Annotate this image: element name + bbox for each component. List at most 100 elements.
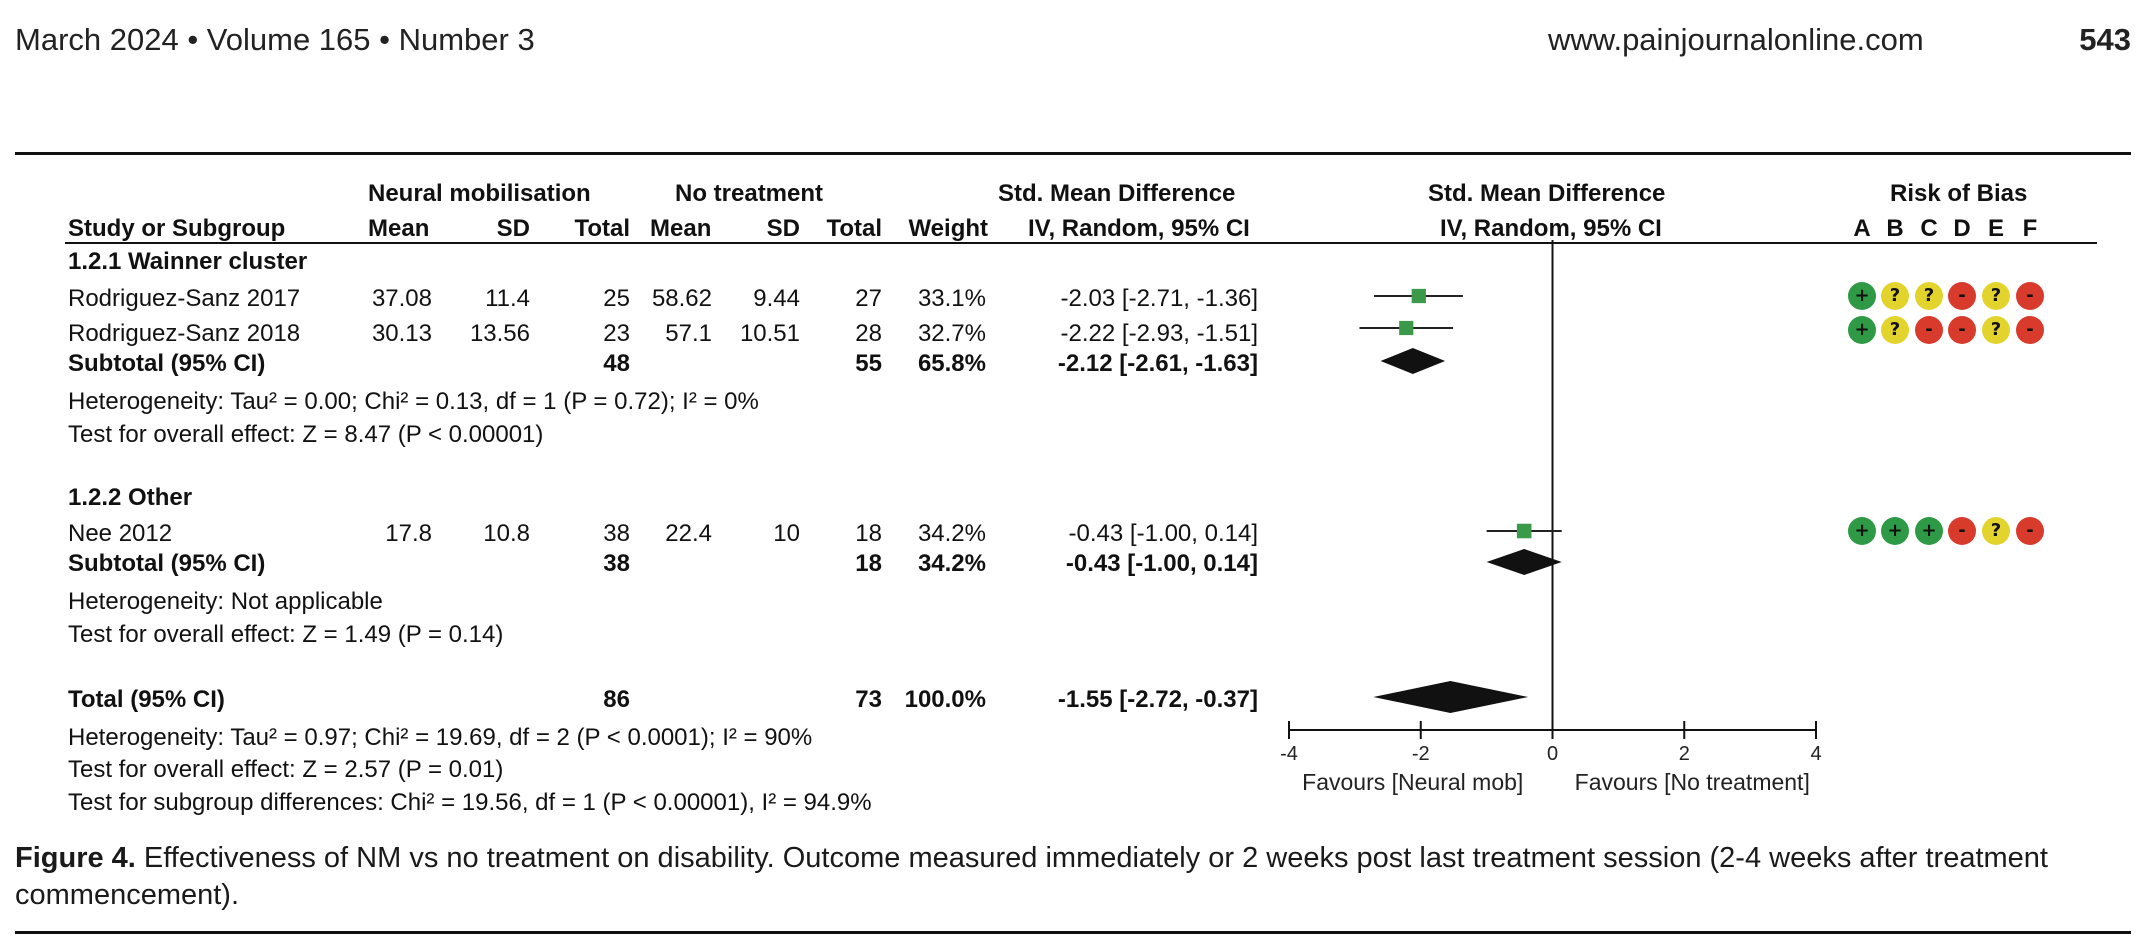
smd-header-title: Std. Mean Difference [998, 180, 1236, 207]
group2-header: No treatment [675, 180, 824, 207]
weight-cell: 33.1% [917, 285, 986, 312]
study-marker [1399, 320, 1414, 336]
sd2-cell: 9.44 [753, 285, 800, 312]
rob-judgement: ? [1982, 282, 2010, 310]
mean2-col-header: Mean [650, 215, 712, 242]
n2-cell: 28 [855, 320, 882, 347]
plot-header-title: Std. Mean Difference [1428, 180, 1666, 207]
mean2-cell: 22.4 [665, 520, 712, 547]
subtotal-weight: 65.8% [917, 350, 986, 377]
subtotal-weight: 34.2% [917, 550, 986, 577]
rob-judgement: - [2016, 517, 2044, 545]
mean1-cell: 17.8 [385, 520, 432, 547]
rob-letter: F [2022, 215, 2038, 242]
subtotal-label: Subtotal (95% CI) [68, 350, 266, 377]
rob-judgement: - [2016, 316, 2044, 344]
plot-method-header: IV, Random, 95% CI [1440, 215, 1662, 242]
subgroup-1-title: 1.2.1 Wainner cluster [68, 248, 308, 275]
n1-cell: 25 [603, 285, 630, 312]
rob-judgement: + [1848, 316, 1876, 344]
ci-cell: -0.43 [-1.00, 0.14] [1068, 520, 1258, 547]
heterogeneity-text: Heterogeneity: Not applicable [68, 588, 383, 615]
top-rule [15, 152, 2131, 155]
weight-cell: 32.7% [917, 320, 986, 347]
total-n1: 86 [603, 686, 630, 713]
subgroup-differences-text: Test for subgroup differences: Chi² = 19… [68, 789, 872, 816]
rob-judgement: + [1848, 282, 1876, 310]
sd1-cell: 10.8 [483, 520, 530, 547]
rob-judgement: ? [1982, 517, 2010, 545]
subtotal-label: Subtotal (95% CI) [68, 550, 266, 577]
group1-header: Neural mobilisation [368, 180, 591, 207]
header-rule [65, 242, 2097, 244]
rob-judgement: ? [1982, 316, 2010, 344]
figure-caption: Figure 4. Effectiveness of NM vs no trea… [15, 840, 2135, 914]
ci-cell: -2.22 [-2.93, -1.51] [1060, 320, 1258, 347]
mean1-cell: 37.08 [371, 285, 432, 312]
favours-left-label: Favours [Neural mob] [1302, 769, 1523, 795]
subtotal-n2: 55 [855, 350, 882, 377]
x-tick-label: 0 [1547, 743, 1558, 765]
caption-text: Effectiveness of NM vs no treatment on d… [15, 842, 2048, 911]
sd1-cell: 11.4 [485, 285, 530, 312]
subtotal-ci: -0.43 [-1.00, 0.14] [1065, 550, 1258, 577]
pooled-diamond [1486, 549, 1562, 575]
total-overall-effect-text: Test for overall effect: Z = 2.57 (P = 0… [68, 756, 504, 783]
subgroup-2-title: 1.2.2 Other [68, 484, 193, 511]
caption-label: Figure 4. [15, 842, 136, 874]
mean2-cell: 57.1 [665, 320, 712, 347]
page-number: 543 [2079, 22, 2131, 57]
favours-right-label: Favours [No treatment] [1575, 769, 1810, 795]
overall-effect-text: Test for overall effect: Z = 8.47 (P < 0… [68, 421, 544, 448]
x-tick-label: -2 [1412, 743, 1430, 765]
mean2-cell: 58.62 [651, 285, 712, 312]
total2-col-header: Total [826, 215, 882, 242]
rob-judgement: + [1848, 517, 1876, 545]
pooled-diamond [1380, 348, 1446, 374]
weight-cell: 34.2% [917, 520, 986, 547]
n2-cell: 18 [855, 520, 882, 547]
rob-judgement: ? [1881, 316, 1909, 344]
rob-judgement: ? [1915, 282, 1943, 310]
rob-letter: D [1953, 215, 1971, 242]
rob-judgement: + [1881, 517, 1909, 545]
rob-judgement: ? [1881, 282, 1909, 310]
sd1-cell: 13.56 [469, 320, 530, 347]
n1-cell: 38 [603, 520, 630, 547]
x-tick-label: 2 [1679, 743, 1690, 765]
pooled-diamond [1373, 681, 1529, 713]
rob-letter: E [1987, 215, 2004, 242]
sd1-col-header: SD [496, 215, 530, 242]
heterogeneity-text: Heterogeneity: Tau² = 0.00; Chi² = 0.13,… [68, 388, 759, 415]
subtotal-n1: 48 [603, 350, 630, 377]
rob-judgement: - [1915, 316, 1943, 344]
rob-letter: A [1853, 215, 1871, 242]
forest-plot: -4 -2 0 2 4 Favours [Neural mob] Favours [No t… [1280, 240, 1822, 795]
total-weight: 100.0% [904, 686, 986, 713]
x-tick-label: -4 [1280, 743, 1298, 765]
subtotal-n1: 38 [603, 550, 630, 577]
mean1-col-header: Mean [368, 215, 430, 242]
sd2-cell: 10.51 [739, 320, 800, 347]
rob-letter: B [1886, 215, 1904, 242]
ci-cell: -2.03 [-2.71, -1.36] [1060, 285, 1258, 312]
study-name: Rodriguez-Sanz 2018 [68, 320, 301, 347]
subtotal-n2: 18 [855, 550, 882, 577]
rob-judgement: - [1948, 316, 1976, 344]
rob-judgement: + [1915, 517, 1943, 545]
rob-header-title: Risk of Bias [1890, 180, 2028, 207]
overall-effect-text: Test for overall effect: Z = 1.49 (P = 0… [68, 621, 504, 648]
mean1-cell: 30.13 [371, 320, 432, 347]
rob-judgement: - [1948, 282, 1976, 310]
study-marker [1411, 288, 1426, 304]
n2-cell: 27 [855, 285, 882, 312]
journal-url[interactable]: www.painjournalonline.com [1548, 22, 1924, 57]
sd2-cell: 10 [773, 520, 800, 547]
journal-issue: March 2024 • Volume 165 • Number 3 [15, 22, 535, 57]
rob-judgement: - [1948, 517, 1976, 545]
study-name: Nee 2012 [68, 520, 173, 547]
total-heterogeneity-text: Heterogeneity: Tau² = 0.97; Chi² = 19.69… [68, 724, 813, 751]
total-n2: 73 [855, 686, 882, 713]
weight-col-header: Weight [908, 215, 988, 242]
study-name: Rodriguez-Sanz 2017 [68, 285, 301, 312]
